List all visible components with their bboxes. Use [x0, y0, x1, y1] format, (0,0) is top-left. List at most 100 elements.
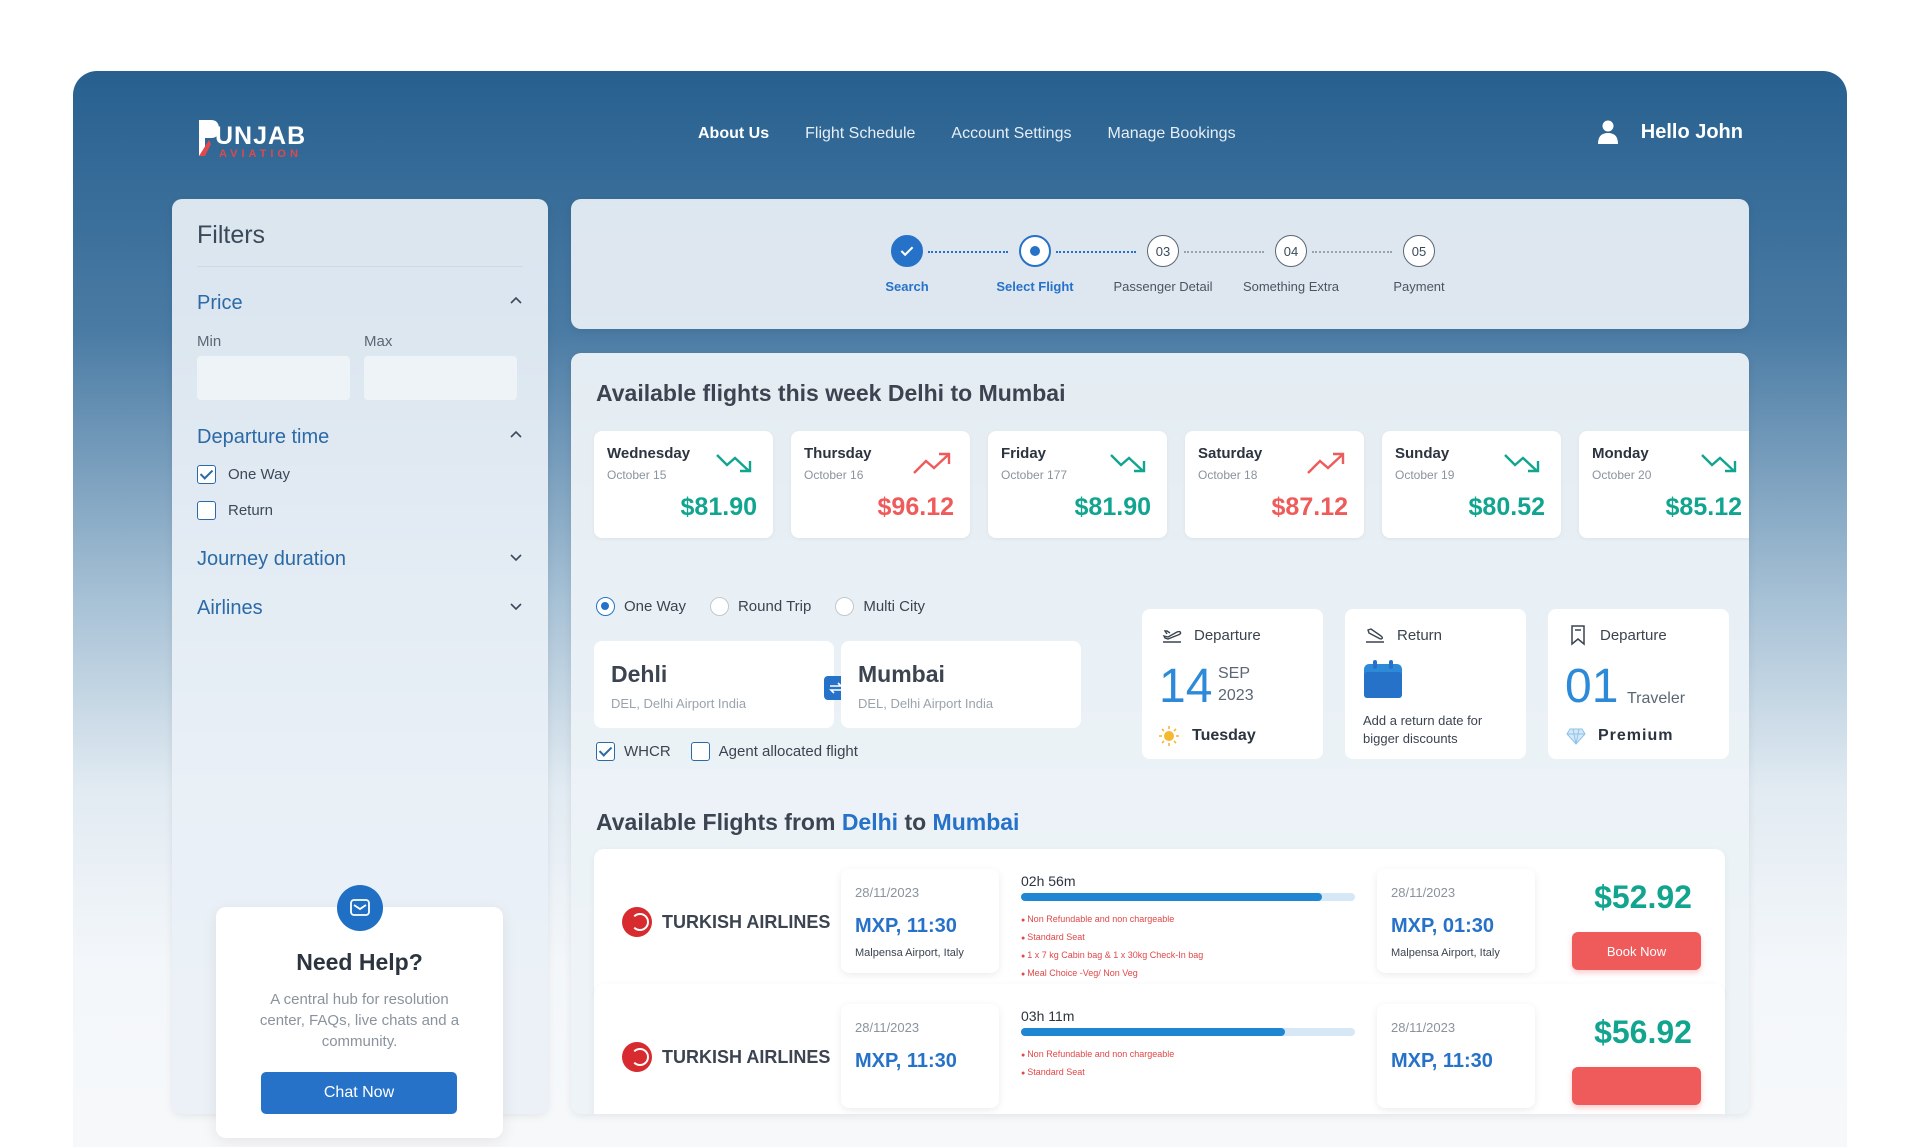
book-now-button[interactable] [1572, 1067, 1701, 1105]
day-card-sunday[interactable]: Sunday October 19 $80.52 [1382, 431, 1561, 538]
day-card-friday[interactable]: Friday October 177 $81.90 [988, 431, 1167, 538]
trip-type-round-trip[interactable]: Round Trip [709, 597, 811, 616]
arrival-date: 28/11/2023 [1391, 1020, 1456, 1035]
filter-price-toggle[interactable]: Price [197, 292, 523, 315]
step-something-extra[interactable]: 04 Something Extra [1226, 235, 1356, 294]
filter-journey-toggle[interactable]: Journey duration [197, 548, 523, 571]
to-city-field[interactable]: Mumbai DEL, Delhi Airport India [841, 641, 1081, 728]
app-frame: UNJAB AVIATION About Us Flight Schedule … [73, 71, 1847, 1147]
traveler-card[interactable]: Departure 01 Traveler Premium [1548, 609, 1729, 759]
from-city-sub: DEL, Delhi Airport India [611, 696, 747, 711]
price-min-input[interactable] [197, 356, 350, 400]
results-title: Available Flights from Delhi to Mumbai [596, 809, 1019, 836]
agent-allocated-checkbox[interactable] [690, 742, 710, 761]
day-name: Monday [1592, 445, 1649, 462]
filter-return-checkbox[interactable] [197, 501, 216, 520]
return-date-card[interactable]: Return Add a return date for bigger disc… [1345, 609, 1526, 759]
nav-flight-schedule[interactable]: Flight Schedule [805, 125, 916, 142]
day-card-monday[interactable]: Monday October 20 $85.12 [1579, 431, 1749, 538]
arrival-info: 28/11/2023 MXP, 01:30 Malpensa Airport, It… [1377, 869, 1535, 973]
departure-weekday: Tuesday [1192, 727, 1256, 744]
chevron-up-icon [510, 296, 522, 304]
brand-sub: AVIATION [219, 148, 302, 160]
user-menu[interactable]: Hello John [1597, 120, 1743, 144]
fare-note: Meal Choice -Veg/ Non Veg [1021, 965, 1203, 983]
search-options: WHCR Agent allocated flight [596, 742, 858, 761]
chat-now-button[interactable]: Chat Now [261, 1072, 457, 1114]
filter-return[interactable]: Return [197, 501, 273, 520]
user-icon [1597, 120, 1618, 144]
trip-type-multi-city[interactable]: Multi City [835, 597, 925, 616]
filter-return-label: Return [228, 502, 274, 519]
fare-note: 1 x 7 kg Cabin bag & 1 x 30kg Check-In b… [1021, 947, 1203, 965]
card-title: Return [1397, 627, 1443, 644]
fare-note: Non Refundable and non chargeable [1021, 911, 1203, 929]
step-current-circle [1019, 235, 1051, 267]
whcr-checkbox[interactable] [596, 742, 615, 761]
radio-button[interactable] [709, 597, 729, 616]
filter-one-way[interactable]: One Way [197, 465, 290, 484]
calendar-icon [1364, 660, 1402, 698]
plane-landing-icon [1366, 628, 1384, 643]
return-hint: Add a return date for bigger discounts [1363, 713, 1483, 746]
nav-account-settings[interactable]: Account Settings [951, 125, 1072, 142]
from-city-name: Dehli [611, 661, 668, 687]
nav-manage-bookings[interactable]: Manage Bookings [1107, 125, 1236, 142]
departure-time: MXP, 11:30 [855, 1050, 957, 1072]
flight-card[interactable]: TURKISH AIRLINES 28/11/2023 MXP, 11:30 Malp… [594, 849, 1725, 999]
trend-down-icon [1701, 454, 1737, 473]
day-card-wednesday[interactable]: Wednesday October 15 $81.90 [594, 431, 773, 538]
trend-up-icon [913, 452, 951, 474]
airline-brand: TURKISH AIRLINES [622, 1042, 830, 1072]
option-label: WHCR [624, 743, 671, 760]
radio-button[interactable] [835, 597, 855, 616]
traveler-class: Premium [1598, 727, 1674, 744]
top-nav: About Us Flight Schedule Account Setting… [698, 125, 1236, 143]
brand-logo[interactable]: UNJAB AVIATION [197, 116, 317, 160]
filter-departure-toggle[interactable]: Departure time [197, 426, 523, 449]
arrival-info: 28/11/2023 MXP, 11:30 [1377, 1004, 1535, 1108]
trip-type-label: One Way [624, 598, 686, 615]
filter-one-way-checkbox[interactable] [197, 465, 216, 484]
day-name: Sunday [1395, 445, 1450, 462]
filter-journey-label: Journey duration [197, 548, 346, 570]
flight-price: $52.92 [1594, 879, 1692, 915]
filter-departure-label: Departure time [197, 426, 330, 448]
flight-price: $56.92 [1594, 1014, 1692, 1050]
flight-card[interactable]: TURKISH AIRLINES 28/11/2023 MXP, 11:30 03h … [594, 984, 1725, 1114]
flight-duration: 02h 56m [1021, 873, 1076, 889]
step-payment[interactable]: 05 Payment [1354, 235, 1484, 294]
radio-button[interactable] [596, 597, 615, 616]
fare-note: Non Refundable and non chargeable [1021, 1046, 1174, 1064]
fare-notes: Non Refundable and non chargeableStandar… [1021, 1046, 1174, 1082]
option-label: Agent allocated flight [718, 743, 858, 760]
step-select-flight[interactable]: Select Flight [970, 235, 1100, 294]
from-city-field[interactable]: Dehli DEL, Delhi Airport India [594, 641, 834, 728]
departure-date-card[interactable]: Departure 14 SEP 2023 Tuesday [1142, 609, 1323, 759]
trip-type-label: Multi City [863, 598, 926, 615]
trend-down-icon [716, 454, 752, 473]
day-card-saturday[interactable]: Saturday October 18 $87.12 [1185, 431, 1364, 538]
step-search[interactable]: Search [842, 235, 972, 294]
option-whcr[interactable]: WHCR [596, 742, 671, 761]
departure-info: 28/11/2023 MXP, 11:30 Malpensa Airport, It… [841, 869, 999, 973]
option-agent-allocated[interactable]: Agent allocated flight [690, 742, 858, 761]
day-name: Wednesday [607, 445, 691, 462]
help-text: A central hub for resolution center, FAQ… [259, 991, 460, 1050]
step-passenger-detail[interactable]: 03 Passenger Detail [1098, 235, 1228, 294]
day-date: October 19 [1395, 468, 1455, 482]
day-date: October 18 [1198, 468, 1258, 482]
step-number: 05 [1403, 235, 1435, 267]
week-days: Wednesday October 15 $81.90 Thursday October… [594, 431, 1749, 538]
day-price: $96.12 [877, 493, 954, 521]
departure-date: 28/11/2023 [855, 1020, 920, 1035]
trip-type-one-way[interactable]: One Way [596, 597, 686, 616]
departure-date: 28/11/2023 [855, 885, 920, 900]
nav-about-us[interactable]: About Us [698, 125, 770, 142]
book-now-button[interactable]: Book Now [1572, 932, 1701, 970]
filter-airlines-toggle[interactable]: Airlines [197, 597, 523, 620]
day-card-thursday[interactable]: Thursday October 16 $96.12 [791, 431, 970, 538]
price-max-input[interactable] [364, 356, 517, 400]
fare-note: Standard Seat [1021, 1064, 1174, 1082]
day-name: Friday [1001, 445, 1047, 462]
